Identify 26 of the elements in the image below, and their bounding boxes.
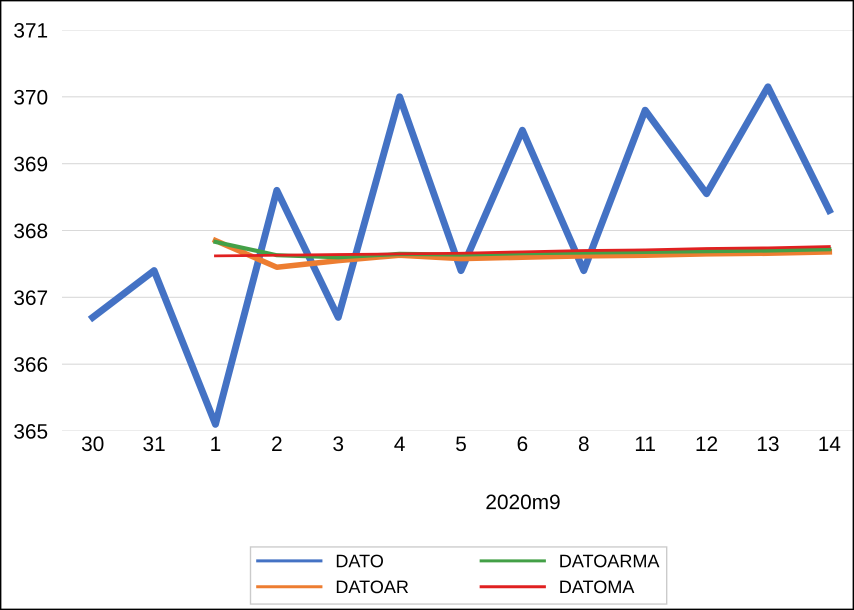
- x-tick-label: 2: [272, 436, 282, 451]
- y-tick-label: 368: [14, 224, 48, 238]
- x-tick-label: 1: [211, 436, 220, 451]
- x-tick-label: 3: [333, 436, 344, 452]
- y-tick-label: 369: [14, 156, 48, 172]
- legend-label: DATOARMA: [560, 554, 660, 568]
- x-tick-label: 13: [758, 436, 779, 452]
- x-tick-label: 31: [143, 436, 165, 452]
- y-tick-label: 371: [14, 23, 48, 38]
- y-tick-label: 370: [14, 90, 48, 105]
- x-tick-label: 4: [394, 436, 405, 451]
- y-tick-label: 366: [14, 357, 48, 372]
- x-tick-label: 11: [636, 436, 655, 451]
- x-tick-label: 6: [518, 436, 528, 452]
- x-tick-label: 8: [578, 436, 589, 452]
- legend-label: DATOAR: [336, 580, 408, 594]
- x-axis-title: 2020m9: [486, 494, 560, 510]
- legend-label: DATO: [336, 554, 383, 568]
- x-tick-label: 12: [696, 436, 718, 451]
- x-tick-label: 5: [456, 436, 466, 452]
- x-tick-label: 14: [819, 436, 840, 451]
- line-series: [214, 245, 831, 258]
- y-tick-label: 367: [14, 290, 48, 306]
- y-tick-label: 365: [14, 424, 48, 439]
- x-tick-label: 30: [82, 436, 104, 452]
- legend-label: DATOMA: [560, 580, 634, 594]
